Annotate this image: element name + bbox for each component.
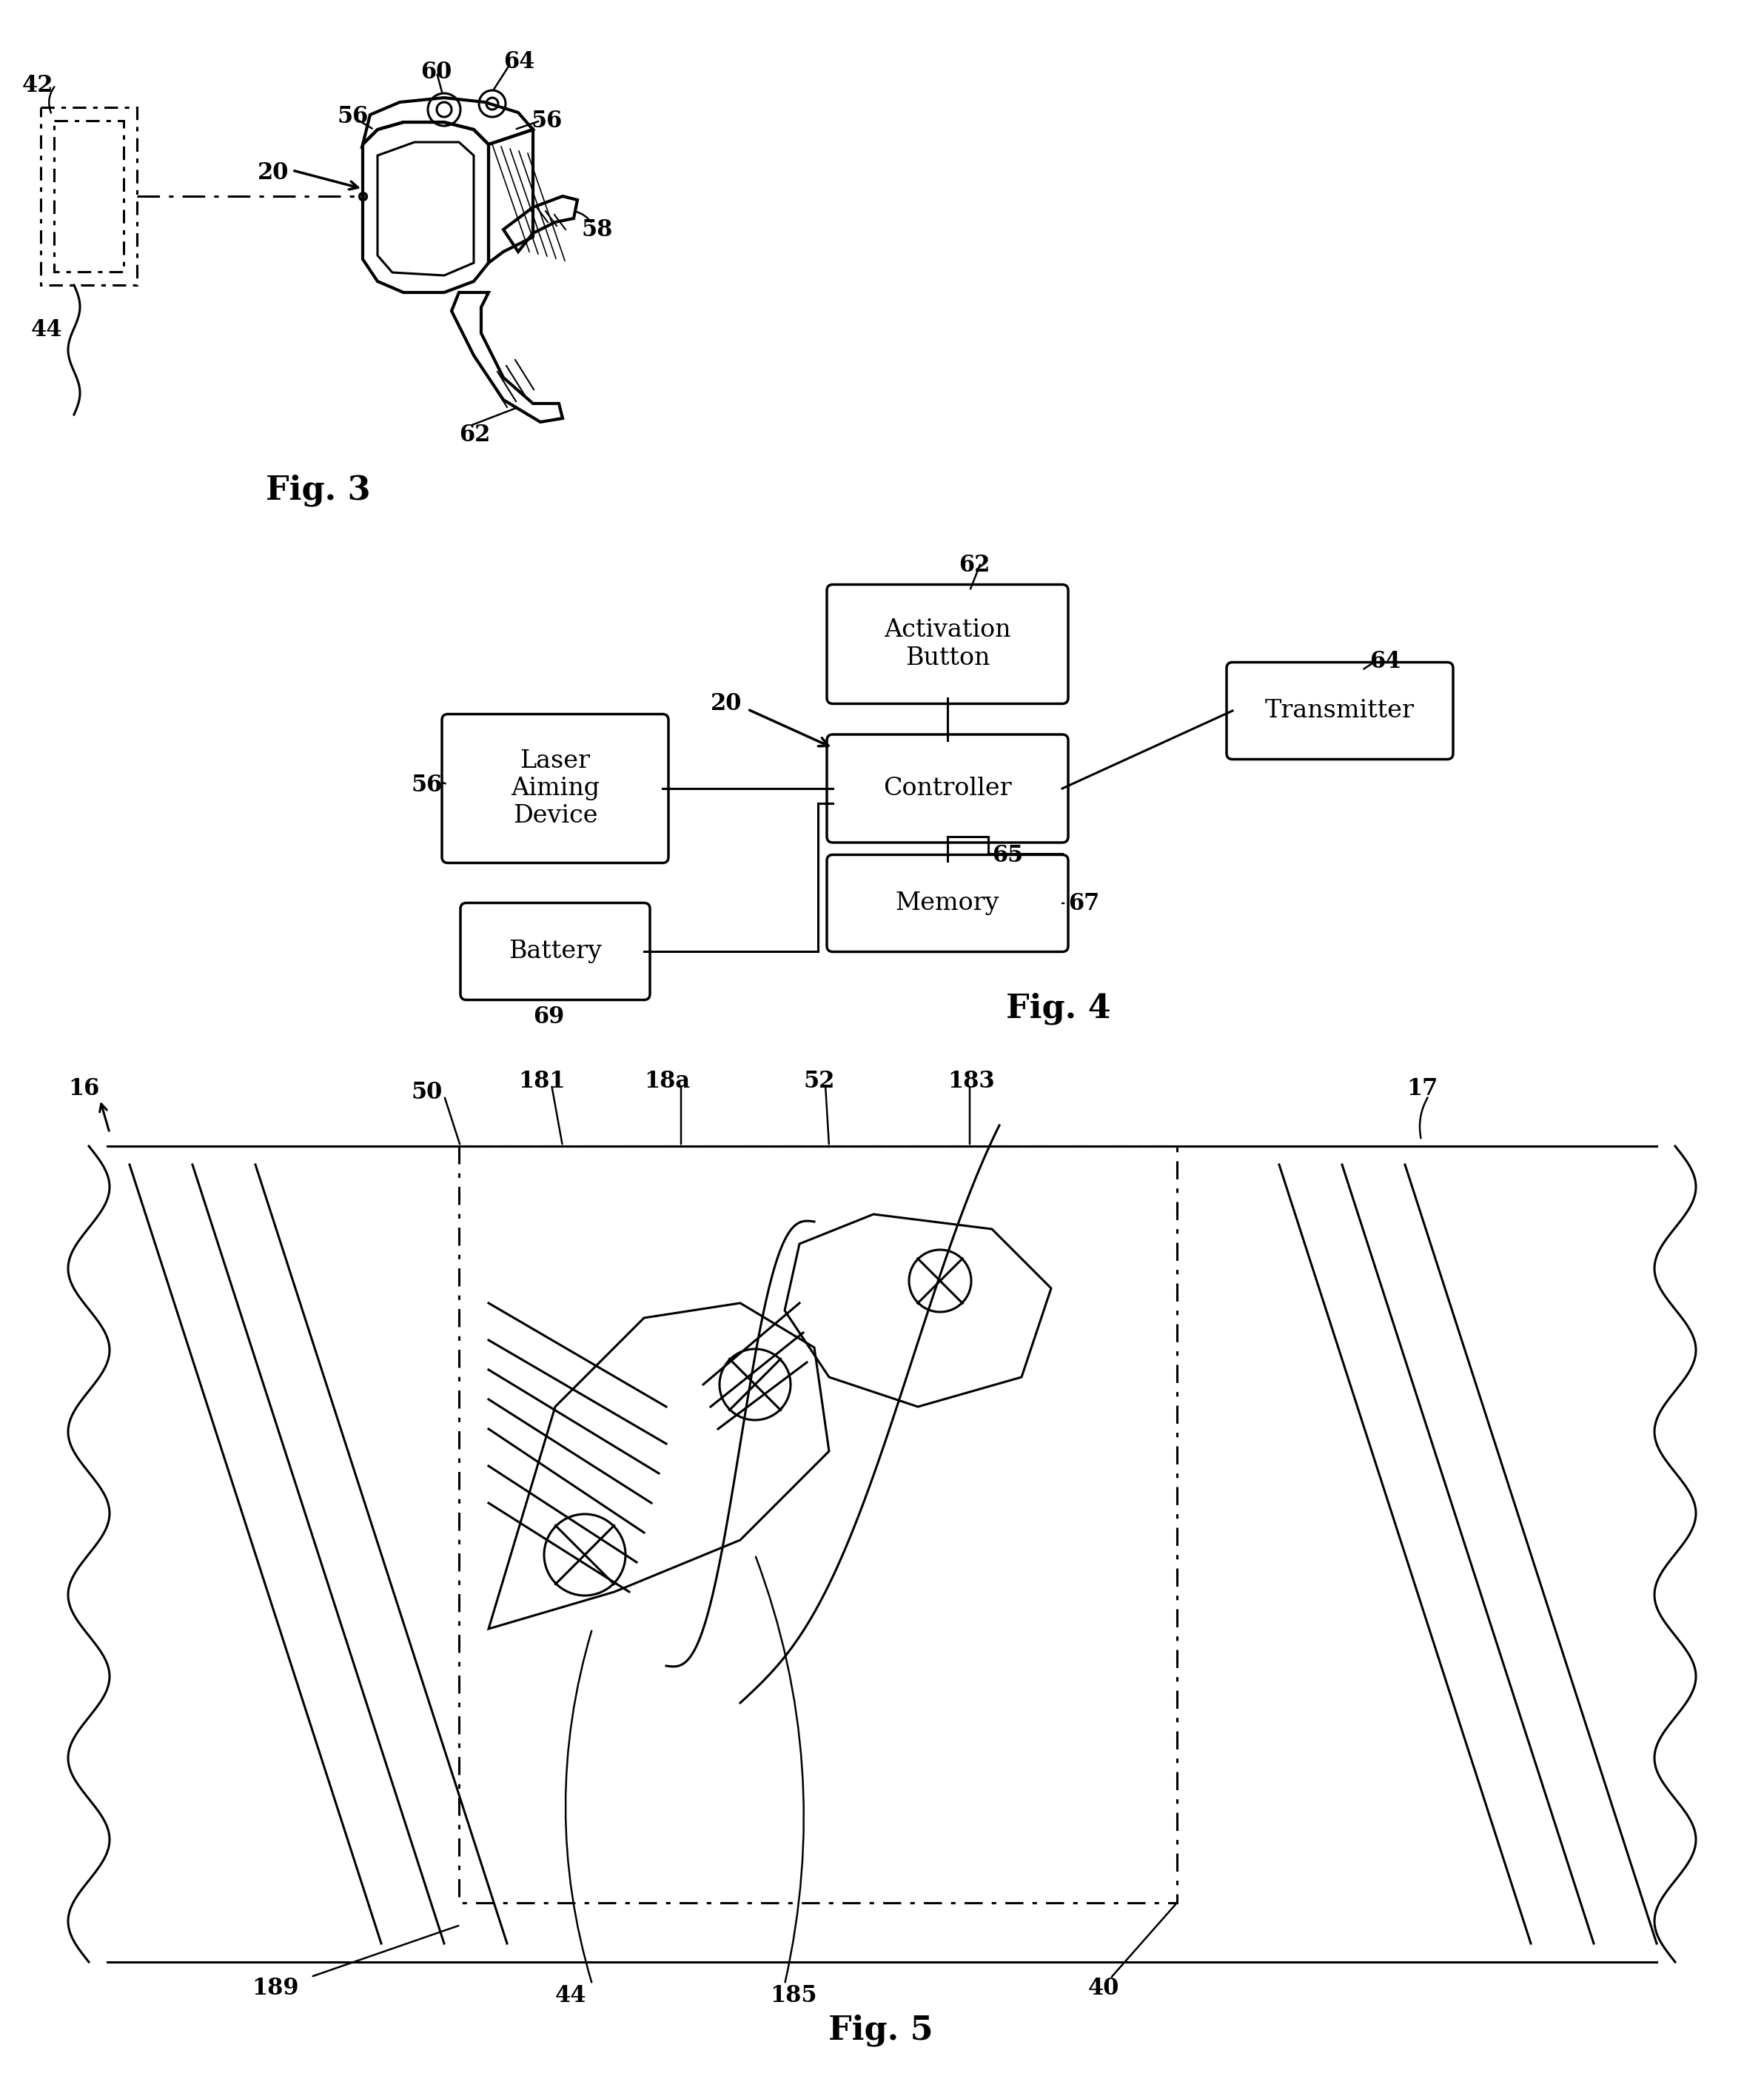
Text: Fig. 3: Fig. 3	[266, 474, 370, 505]
Text: 181: 181	[519, 1071, 564, 1094]
Text: 40: 40	[1088, 1977, 1120, 2000]
Text: Controller: Controller	[884, 778, 1013, 800]
Text: 185: 185	[769, 1983, 817, 2006]
Text: 62: 62	[459, 424, 490, 447]
Text: 44: 44	[32, 318, 62, 341]
Text: 16: 16	[69, 1077, 99, 1100]
Text: Activation
Button: Activation Button	[884, 620, 1011, 669]
Text: 183: 183	[947, 1071, 995, 1094]
Text: 20: 20	[711, 692, 743, 715]
Text: 56: 56	[411, 773, 443, 796]
Text: 62: 62	[958, 553, 990, 576]
Text: Laser
Aiming
Device: Laser Aiming Device	[512, 748, 600, 827]
Text: 52: 52	[803, 1071, 834, 1094]
Text: 60: 60	[420, 60, 452, 83]
Text: 18a: 18a	[644, 1071, 690, 1094]
Text: Memory: Memory	[896, 892, 1000, 915]
Text: 64: 64	[1369, 651, 1401, 674]
Text: 20: 20	[258, 162, 289, 185]
Text: 67: 67	[1069, 892, 1099, 915]
Text: 56: 56	[337, 106, 369, 129]
Text: Fig. 5: Fig. 5	[829, 2015, 933, 2046]
Text: 69: 69	[533, 1004, 564, 1027]
Text: 189: 189	[252, 1977, 298, 2000]
Text: 50: 50	[411, 1081, 443, 1104]
Text: 44: 44	[556, 1983, 587, 2006]
Text: 58: 58	[580, 218, 612, 241]
Text: 64: 64	[503, 50, 534, 73]
Text: Battery: Battery	[508, 940, 602, 963]
Text: 42: 42	[23, 75, 53, 98]
Text: Transmitter: Transmitter	[1265, 699, 1415, 723]
Text: 65: 65	[991, 844, 1023, 867]
Text: 56: 56	[531, 110, 563, 133]
Text: 17: 17	[1406, 1077, 1438, 1100]
Text: Fig. 4: Fig. 4	[1005, 992, 1111, 1025]
